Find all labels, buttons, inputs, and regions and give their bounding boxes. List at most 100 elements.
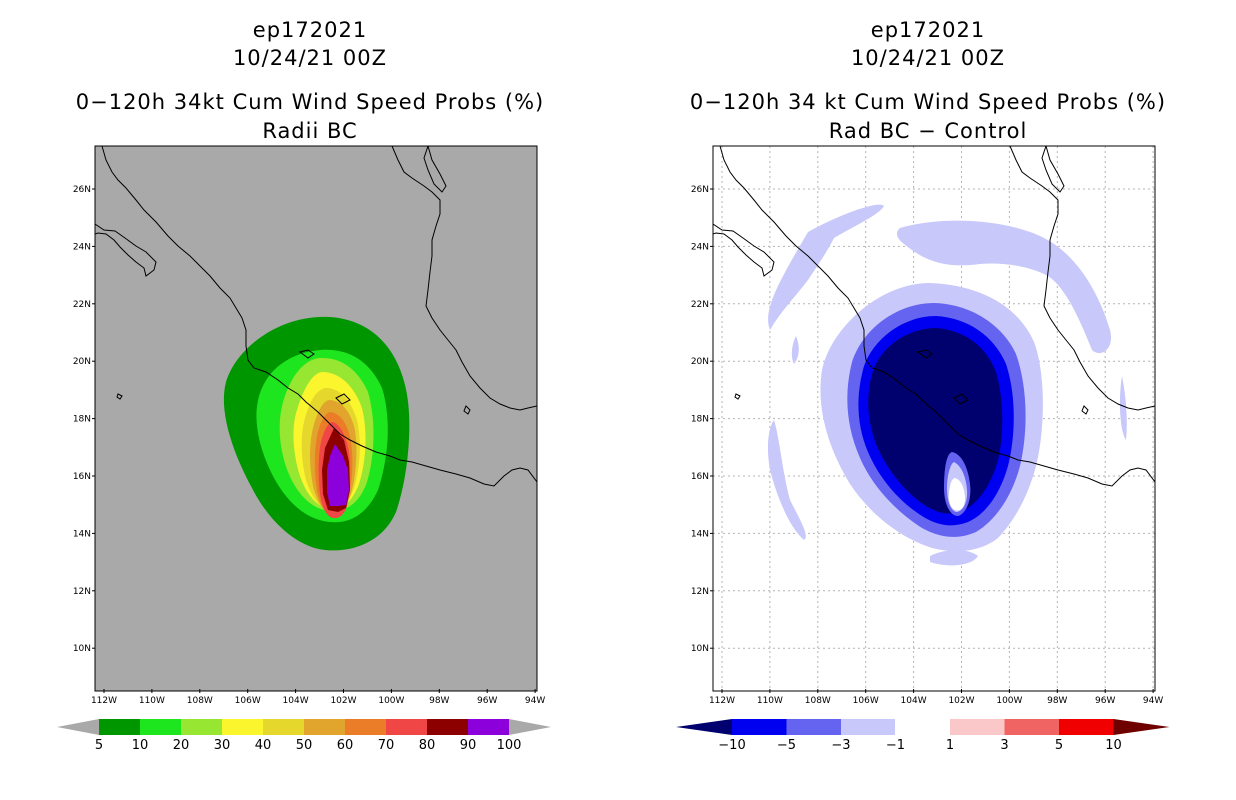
diff-band-light-sw	[767, 420, 806, 540]
colorbar-label: 30	[214, 738, 231, 753]
lon-tick-label: 110W	[757, 696, 783, 706]
lon-tick-label: 108W	[805, 696, 831, 706]
colorbar-swatch	[263, 719, 304, 735]
colorbar-swatch	[1004, 719, 1059, 735]
left-title-product: 0−120h 34kt Cum Wind Speed Probs (%)	[75, 90, 545, 114]
left-title-storm-id: ep172021	[252, 18, 368, 42]
lat-tick-label: 22N	[73, 300, 91, 310]
colorbar-label: 80	[419, 738, 436, 753]
lat-tick-label: 14N	[73, 529, 91, 539]
colorbar-label: 90	[460, 738, 477, 753]
lon-tick-label: 98W	[429, 696, 449, 706]
right-difference-contours	[767, 204, 1127, 566]
colorbar-swatch	[140, 719, 181, 735]
lon-tick-label: 104W	[283, 696, 309, 706]
colorbar-over-arrow	[1113, 719, 1170, 735]
lon-tick-label: 108W	[187, 696, 213, 706]
lon-tick-label: 98W	[1047, 696, 1067, 706]
lon-tick-label: 94W	[525, 696, 545, 706]
lat-tick-label: 12N	[73, 587, 91, 597]
lat-tick-label: 10N	[691, 644, 709, 654]
colorbar-swatch	[732, 719, 787, 735]
right-title-date: 10/24/21 00Z	[850, 46, 1006, 70]
colorbar-swatch	[181, 719, 222, 735]
diff-band-darkest	[868, 328, 1003, 514]
colorbar-swatch	[222, 719, 263, 735]
diff-band-light-s	[930, 550, 978, 566]
diff-band-light-w	[791, 336, 799, 364]
lon-tick-label: 96W	[1095, 696, 1115, 706]
right-axis-ticks: 112W 110W 108W 106W 104W 102W 100W 98W 96W 94W 26N…	[691, 185, 1164, 706]
colorbar-under-arrow	[57, 719, 99, 735]
lon-tick-label: 112W	[709, 696, 735, 706]
colorbar-swatch	[304, 719, 345, 735]
colorbar-label: 20	[173, 738, 190, 753]
lat-tick-label: 18N	[73, 415, 91, 425]
diff-hole-zero	[948, 478, 965, 511]
colorbar-label: 60	[337, 738, 354, 753]
lon-tick-label: 106W	[235, 696, 261, 706]
lon-tick-label: 102W	[948, 696, 974, 706]
colorbar-swatch	[841, 719, 896, 735]
colorbar-label: 1	[946, 738, 954, 753]
colorbar-label: −3	[831, 738, 850, 753]
lon-tick-label: 96W	[477, 696, 497, 706]
colorbar-swatch	[950, 719, 1005, 735]
diff-band-light-ring	[768, 204, 884, 330]
colorbar-label: −1	[886, 738, 905, 753]
left-title-date: 10/24/21 00Z	[232, 46, 388, 70]
lon-tick-label: 100W	[378, 696, 404, 706]
lon-tick-label: 104W	[901, 696, 927, 706]
left-title-subtitle: Radii BC	[262, 119, 358, 143]
right-title-storm-id: ep172021	[870, 18, 986, 42]
lon-tick-label: 100W	[996, 696, 1022, 706]
colorbar-swatch	[468, 719, 509, 735]
lat-tick-label: 10N	[73, 644, 91, 654]
contour-90	[327, 444, 349, 506]
colorbar-swatch	[786, 719, 841, 735]
left-axis-ticks: 112W 110W 108W 106W 104W 102W 100W 98W 96W 94W 26N…	[73, 185, 546, 706]
right-title-product: 0−120h 34 kt Cum Wind Speed Probs (%)	[689, 90, 1167, 114]
left-coastlines	[95, 146, 537, 487]
lat-tick-label: 26N	[691, 185, 709, 195]
colorbar-label: 70	[378, 738, 395, 753]
lat-tick-label: 14N	[691, 529, 709, 539]
lon-tick-label: 112W	[91, 696, 117, 706]
diff-band-light-ne	[896, 220, 1111, 354]
left-colorbar: 5 10 20 30 40 50 60 70 80 90 100	[57, 719, 551, 753]
lon-tick-label: 110W	[139, 696, 165, 706]
lat-tick-label: 12N	[691, 587, 709, 597]
right-title-subtitle: Rad BC − Control	[828, 119, 1028, 143]
colorbar-label: 40	[255, 738, 272, 753]
colorbar-swatch	[345, 719, 386, 735]
colorbar-under-arrow	[676, 719, 732, 735]
lat-tick-label: 22N	[691, 300, 709, 310]
lat-tick-label: 18N	[691, 415, 709, 425]
right-coastlines	[713, 146, 1155, 487]
colorbar-label: 50	[296, 738, 313, 753]
lat-tick-label: 16N	[691, 472, 709, 482]
lat-tick-label: 20N	[73, 357, 91, 367]
colorbar-label: 3	[1000, 738, 1008, 753]
lat-tick-label: 16N	[73, 472, 91, 482]
colorbar-label: 10	[132, 738, 149, 753]
colorbar-swatch	[427, 719, 468, 735]
colorbar-swatch	[386, 719, 427, 735]
colorbar-swatch	[99, 719, 140, 735]
lon-tick-label: 102W	[330, 696, 356, 706]
colorbar-swatch	[895, 718, 951, 736]
diff-band-light-e	[1119, 376, 1127, 440]
right-colorbar: −10 −5 −3 −1 1 3 5 10	[676, 718, 1170, 753]
lat-tick-label: 26N	[73, 185, 91, 195]
colorbar-label: 5	[95, 738, 103, 753]
colorbar-label: 100	[497, 738, 522, 753]
colorbar-label: −5	[777, 738, 796, 753]
colorbar-label: 10	[1105, 738, 1122, 753]
colorbar-swatch	[1059, 719, 1114, 735]
colorbar-over-arrow	[509, 719, 551, 735]
lat-tick-label: 24N	[73, 242, 91, 252]
lat-tick-label: 20N	[691, 357, 709, 367]
lon-tick-label: 94W	[1143, 696, 1163, 706]
